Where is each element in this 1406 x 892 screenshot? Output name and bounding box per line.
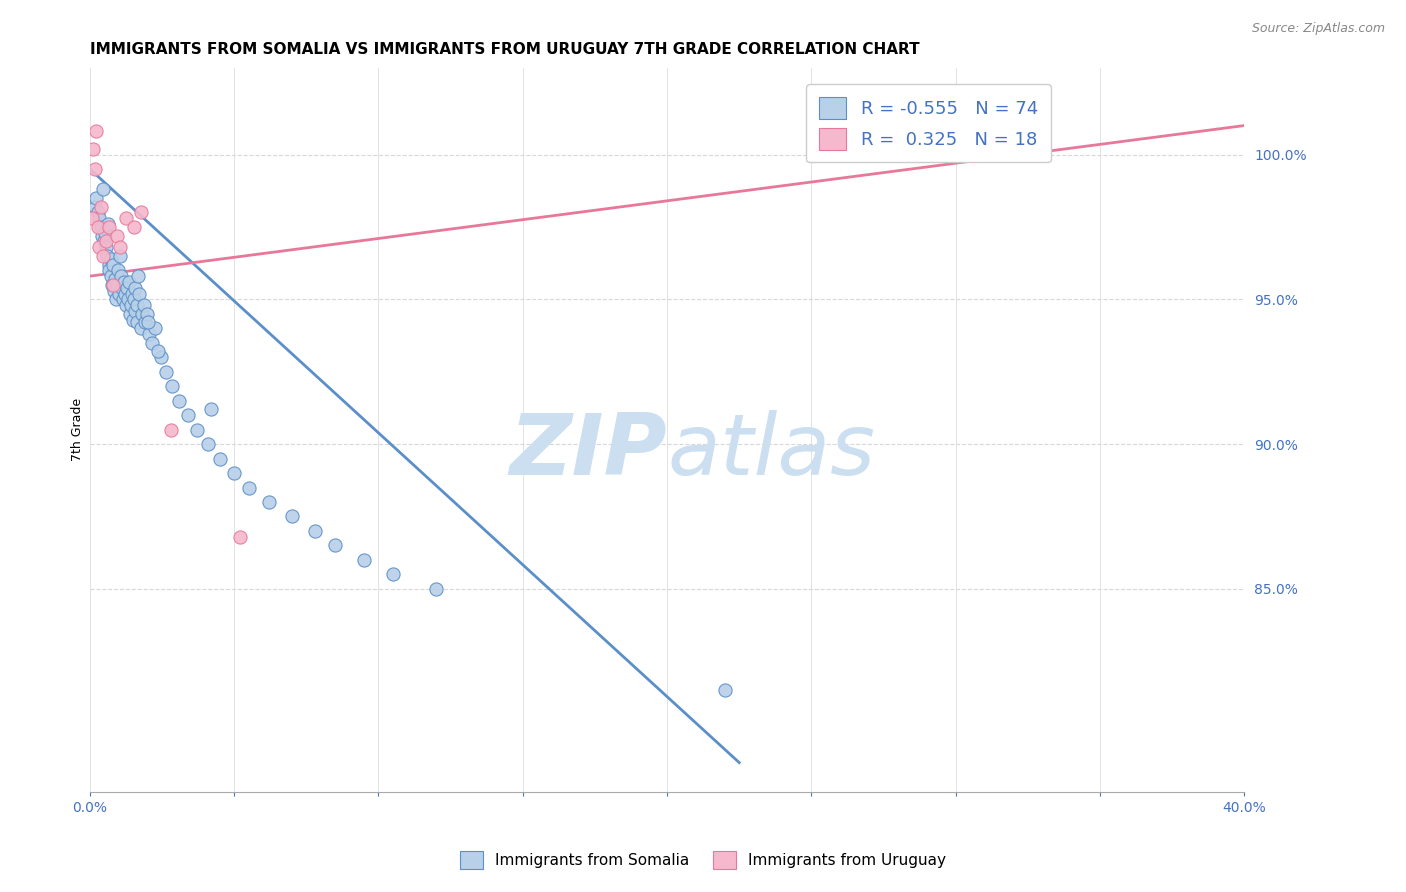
Point xyxy=(103,284,125,298)
Point xyxy=(281,509,304,524)
Point xyxy=(90,219,112,234)
Point xyxy=(98,263,121,277)
Point xyxy=(100,252,122,266)
Point xyxy=(127,269,149,284)
Point xyxy=(94,235,117,249)
Point xyxy=(87,240,110,254)
Point xyxy=(129,205,152,219)
Text: atlas: atlas xyxy=(666,409,875,492)
Point xyxy=(103,277,125,292)
Point xyxy=(141,335,163,350)
Point xyxy=(304,524,326,538)
Point xyxy=(93,235,115,249)
Point xyxy=(224,466,246,480)
Point xyxy=(87,205,110,219)
Point xyxy=(120,298,142,312)
Point xyxy=(136,315,159,329)
Point xyxy=(98,219,121,234)
Y-axis label: 7th Grade: 7th Grade xyxy=(72,398,84,461)
Point xyxy=(134,315,156,329)
Point xyxy=(91,182,114,196)
Point xyxy=(96,249,118,263)
Point xyxy=(105,228,128,243)
Point xyxy=(229,530,252,544)
Point xyxy=(323,538,346,552)
Point xyxy=(117,293,139,307)
Point xyxy=(131,307,153,321)
Point xyxy=(118,307,141,321)
Point xyxy=(160,379,183,393)
Point xyxy=(91,249,114,263)
Point xyxy=(146,344,169,359)
Point xyxy=(111,281,134,295)
Text: IMMIGRANTS FROM SOMALIA VS IMMIGRANTS FROM URUGUAY 7TH GRADE CORRELATION CHART: IMMIGRANTS FROM SOMALIA VS IMMIGRANTS FR… xyxy=(90,42,920,57)
Point xyxy=(94,226,117,240)
Text: Source: ZipAtlas.com: Source: ZipAtlas.com xyxy=(1251,22,1385,36)
Point xyxy=(127,298,149,312)
Point xyxy=(84,191,107,205)
Point xyxy=(94,240,117,254)
Point xyxy=(114,286,136,301)
Point xyxy=(125,315,148,329)
Point xyxy=(115,298,138,312)
Point xyxy=(84,124,107,138)
Point xyxy=(143,321,166,335)
Point xyxy=(115,211,138,226)
Point xyxy=(90,200,112,214)
Point xyxy=(149,350,172,364)
Point xyxy=(97,258,120,272)
Point xyxy=(353,553,375,567)
Point xyxy=(84,200,107,214)
Point xyxy=(100,269,122,284)
Point xyxy=(160,423,183,437)
Point xyxy=(129,321,152,335)
Point xyxy=(108,286,131,301)
Point xyxy=(103,258,125,272)
Point xyxy=(122,219,145,234)
Text: ZIP: ZIP xyxy=(509,409,666,492)
Point xyxy=(124,281,146,295)
Point xyxy=(82,142,104,156)
Point xyxy=(177,408,200,422)
Point xyxy=(381,567,404,582)
Point xyxy=(138,326,160,341)
Point xyxy=(238,481,260,495)
Point xyxy=(112,275,135,289)
Point xyxy=(84,161,107,176)
Point xyxy=(118,275,141,289)
Point xyxy=(121,312,143,326)
Point xyxy=(110,269,132,284)
Point xyxy=(169,393,191,408)
Point xyxy=(101,277,124,292)
Point xyxy=(425,582,447,596)
Point xyxy=(197,437,219,451)
Point xyxy=(128,286,150,301)
Point xyxy=(111,293,134,307)
Point xyxy=(87,211,110,226)
Point xyxy=(122,293,145,307)
Point xyxy=(90,228,112,243)
Point xyxy=(105,293,128,307)
Point xyxy=(155,365,177,379)
Point xyxy=(200,402,222,417)
Point xyxy=(124,304,146,318)
Legend: Immigrants from Somalia, Immigrants from Uruguay: Immigrants from Somalia, Immigrants from… xyxy=(454,845,952,875)
Point xyxy=(107,263,129,277)
Point xyxy=(132,298,155,312)
Point xyxy=(208,451,231,466)
Point xyxy=(121,286,143,301)
Point xyxy=(108,249,131,263)
Point xyxy=(97,217,120,231)
Point xyxy=(257,495,280,509)
Point xyxy=(87,219,110,234)
Point xyxy=(105,277,128,292)
Point xyxy=(104,272,127,286)
Point xyxy=(186,423,208,437)
Legend: R = -0.555   N = 74, R =  0.325   N = 18: R = -0.555 N = 74, R = 0.325 N = 18 xyxy=(807,84,1050,162)
Point xyxy=(713,683,735,698)
Point xyxy=(82,211,104,226)
Point xyxy=(136,307,159,321)
Point xyxy=(108,240,131,254)
Point xyxy=(115,281,138,295)
